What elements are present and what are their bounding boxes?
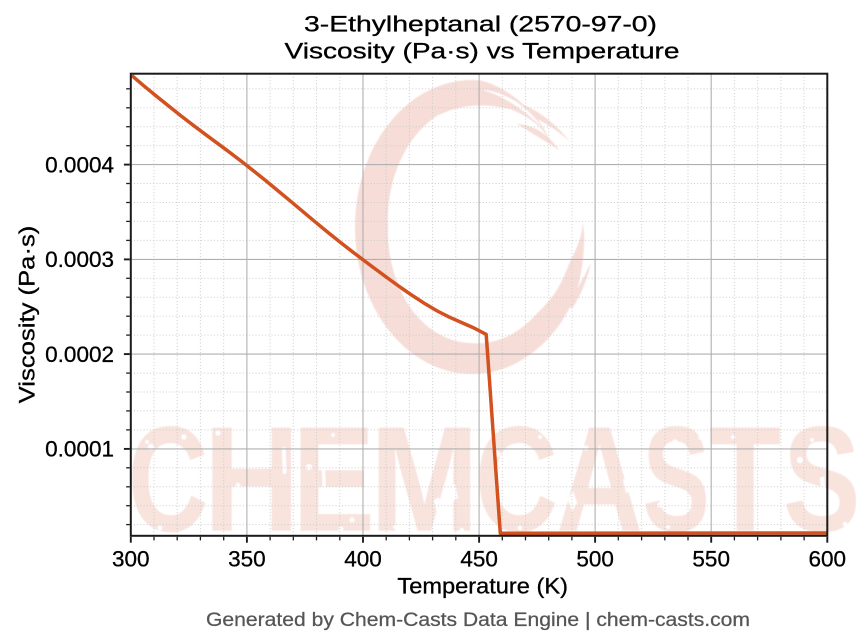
svg-text:Generated by Chem-Casts Data E: Generated by Chem-Casts Data Engine | ch… (206, 610, 750, 631)
svg-text:0.0002: 0.0002 (45, 342, 114, 367)
svg-text:Viscosity (Pa·s): Viscosity (Pa·s) (15, 226, 40, 404)
svg-text:H: H (203, 395, 300, 563)
svg-text:Viscosity (Pa·s) vs Temperatur: Viscosity (Pa·s) vs Temperature (285, 39, 680, 64)
svg-text:600: 600 (809, 547, 847, 572)
svg-text:A: A (556, 395, 643, 563)
svg-text:T: T (709, 395, 781, 563)
svg-text:S: S (643, 395, 710, 563)
svg-text:Temperature (K): Temperature (K) (397, 573, 568, 598)
svg-text:C: C (475, 395, 558, 563)
svg-text:0.0004: 0.0004 (45, 152, 114, 177)
svg-text:550: 550 (692, 547, 730, 572)
svg-text:350: 350 (228, 547, 266, 572)
svg-text:300: 300 (112, 547, 150, 572)
svg-text:C: C (128, 395, 209, 563)
svg-text:E: E (292, 395, 375, 563)
svg-text:500: 500 (576, 547, 614, 572)
svg-text:0.0003: 0.0003 (45, 247, 114, 272)
svg-text:3-Ethylheptanal (2570-97-0): 3-Ethylheptanal (2570-97-0) (304, 12, 657, 37)
svg-text:450: 450 (460, 547, 498, 572)
svg-text:M: M (370, 395, 479, 563)
svg-text:400: 400 (344, 547, 382, 572)
svg-text:0.0001: 0.0001 (45, 437, 114, 462)
